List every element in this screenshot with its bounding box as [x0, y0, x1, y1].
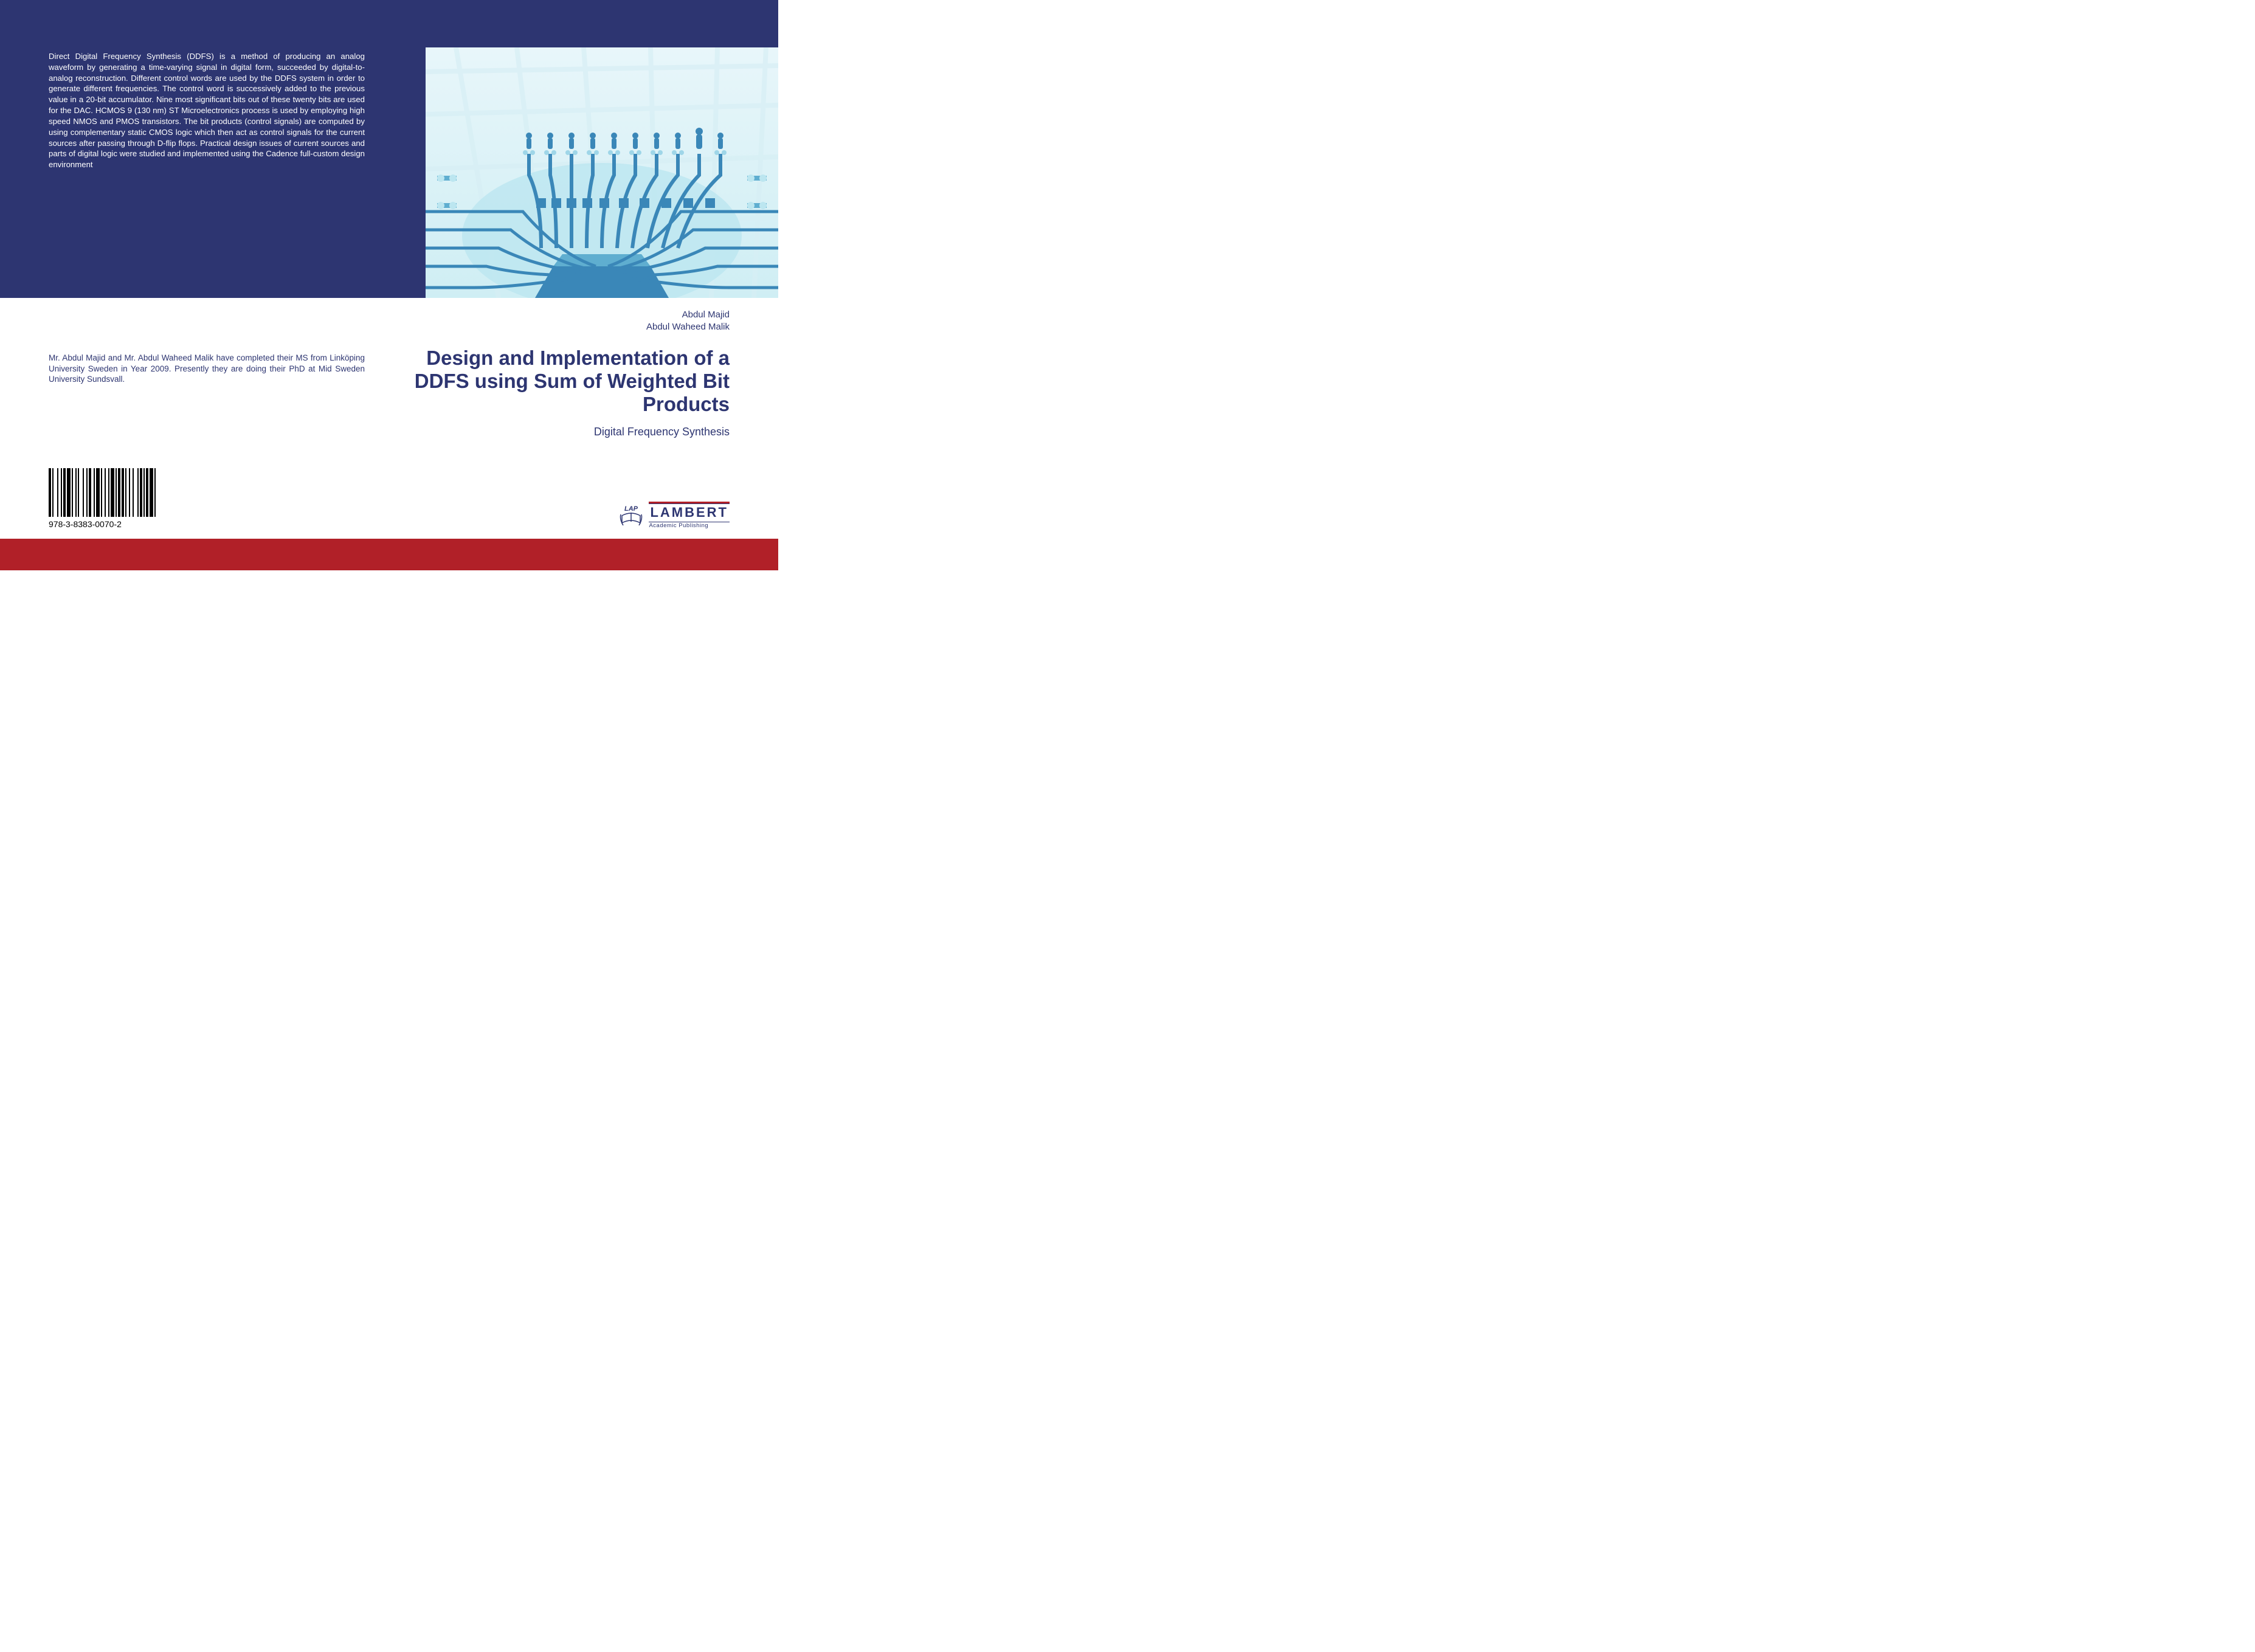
book-subtitle: Digital Frequency Synthesis — [594, 426, 730, 438]
isbn-text: 978-3-8383-0070-2 — [49, 519, 158, 529]
publisher-logo: LAP LAMBERT Academic Publishing — [618, 502, 730, 529]
publisher-badge-icon: LAP — [618, 503, 644, 529]
publisher-text: LAMBERT Academic Publishing — [649, 502, 730, 529]
author-line-1: Abdul Majid — [646, 309, 730, 321]
bottom-red-band — [0, 539, 778, 570]
cover-illustration — [426, 47, 778, 298]
publisher-tag: LAP — [624, 505, 638, 513]
author-line-2: Abdul Waheed Malik — [646, 321, 730, 333]
author-names: Abdul Majid Abdul Waheed Malik — [646, 309, 730, 333]
abstract-text: Direct Digital Frequency Synthesis (DDFS… — [49, 51, 365, 170]
book-title: Design and Implementation of a DDFS usin… — [413, 347, 730, 416]
publisher-name: LAMBERT — [649, 503, 730, 522]
barcode-block: 978-3-8383-0070-2 — [49, 468, 158, 529]
author-bio: Mr. Abdul Majid and Mr. Abdul Waheed Mal… — [49, 353, 365, 385]
barcode-bars — [49, 468, 158, 517]
publisher-subtitle: Academic Publishing — [649, 522, 730, 529]
